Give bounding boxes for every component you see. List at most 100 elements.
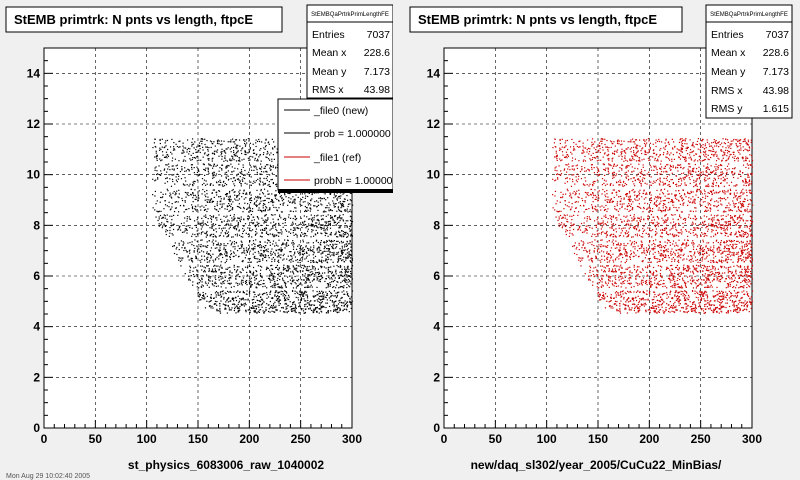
left-data-point [178,189,180,191]
left-data-point [325,221,327,223]
left-data-point [233,153,235,156]
left-data-point [347,211,349,213]
left-data-point [284,267,286,270]
left-data-point [238,194,240,196]
left-data-point [233,291,235,293]
left-data-point [206,146,208,148]
left-data-point [171,206,173,208]
left-data-point [316,271,319,274]
left-data-point [272,153,274,156]
right-data-point [749,297,751,299]
left-data-point [336,217,339,219]
left-data-point [164,156,167,158]
left-data-point [287,281,289,283]
right-data-point [586,208,588,211]
left-data-point [237,150,239,152]
left-data-point [206,183,208,185]
left-data-point [225,193,228,195]
left-data-point [264,214,266,216]
left-data-point [333,301,335,304]
left-data-point [286,312,288,314]
left-data-point [328,248,330,250]
left-data-point [217,141,219,143]
left-data-point [317,273,320,276]
right-data-point [658,252,660,254]
right-data-point [693,301,695,303]
left-data-point [332,286,334,289]
left-data-point [282,306,284,309]
left-data-point [183,151,185,153]
left-data-point [316,219,318,221]
left-data-point [178,193,180,195]
left-data-point [212,175,214,177]
left-data-point [255,270,258,273]
left-data-point [270,254,272,256]
left-data-point [218,294,220,296]
left-data-point [291,223,293,225]
left-data-point [152,178,154,180]
left-data-point [320,296,322,298]
left-data-point [285,218,287,220]
left-data-point [244,145,247,147]
right-data-point [717,204,720,206]
left-data-point [265,156,267,158]
left-data-point [279,232,281,234]
left-data-point [181,197,183,200]
left-data-point [256,196,258,199]
left-data-point [271,310,273,312]
left-data-point [183,159,185,161]
left-data-point [277,252,279,254]
left-data-point [330,277,332,279]
left-data-point [249,164,251,166]
right-data-point [680,273,682,276]
left-data-point [169,192,171,194]
left-data-point [310,300,312,302]
left-data-point [341,247,343,249]
left-data-point [265,249,267,251]
right-data-point [725,221,727,223]
left-data-point [220,300,222,302]
left-data-point [191,145,193,147]
left-data-point [265,244,267,247]
left-data-point [172,149,175,151]
right-data-point [676,309,678,312]
left-data-point [346,274,348,276]
left-data-point [233,264,235,266]
left-data-point [343,249,345,252]
left-data-point [255,278,257,280]
right-data-point [695,194,697,196]
left-data-point [284,290,286,292]
left-data-point [321,224,323,226]
right-data-point [649,271,652,274]
left-data-point [350,229,352,231]
left-data-point [337,281,339,283]
left-data-point [250,181,252,183]
left-data-point [187,225,189,227]
left-data-point [285,306,287,308]
left-data-point [261,217,263,219]
left-data-point [287,265,289,267]
left-data-point [346,257,348,259]
left-data-point [225,260,228,262]
right-data-point [649,250,651,252]
left-data-point [333,197,335,199]
left-data-point [250,285,252,287]
left-data-point [341,253,344,255]
left-data-point [173,190,175,193]
left-data-point [187,275,190,277]
left-data-point [175,201,177,203]
right-data-point [732,246,734,248]
left-data-point [253,169,255,172]
left-data-point [222,227,224,229]
left-data-point [259,296,262,298]
right-data-point [615,265,617,267]
left-data-point [223,150,225,152]
left-data-point [278,207,280,209]
left-data-point [235,271,237,273]
left-data-point [265,214,267,216]
left-data-point [310,236,312,238]
left-data-point [302,249,304,251]
left-data-point [292,302,294,304]
left-data-point [284,296,286,298]
left-data-point [332,246,334,248]
